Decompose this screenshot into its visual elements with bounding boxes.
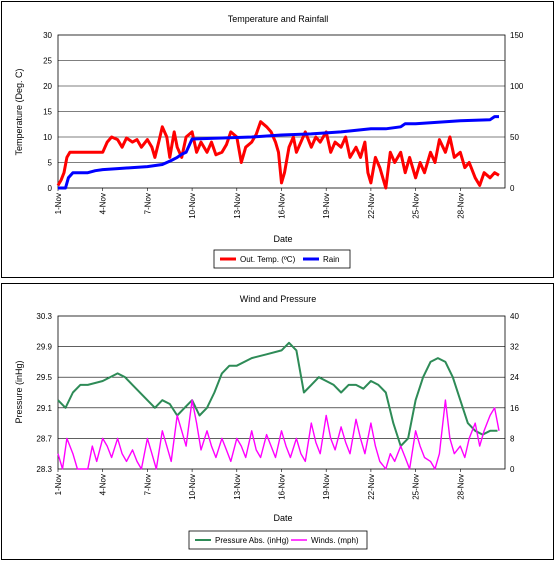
legend: Pressure Abs. (inHg) Winds. (mph) xyxy=(188,530,368,550)
x-tick-label: 19-Nov xyxy=(322,474,331,500)
x-tick-label: 16-Nov xyxy=(278,193,287,219)
x-tick-label: 19-Nov xyxy=(322,193,331,219)
x-tick-label: 10-Nov xyxy=(188,193,197,219)
y-tick-label: 20 xyxy=(43,82,52,91)
x-tick-label: 28-Nov xyxy=(456,474,465,500)
y2-tick-label: 100 xyxy=(510,82,524,91)
x-tick-label: 13-Nov xyxy=(233,193,242,219)
y2-tick-label: 16 xyxy=(510,404,519,413)
series-lines xyxy=(57,341,500,470)
y-tick-label: 28.7 xyxy=(36,434,52,443)
series-line-0 xyxy=(56,120,500,190)
legend-box xyxy=(188,530,368,550)
x-tick-label: 22-Nov xyxy=(367,193,376,219)
x-tick-label: 16-Nov xyxy=(278,474,287,500)
legend-box xyxy=(213,249,351,269)
y2-tick-label: 50 xyxy=(510,133,519,142)
series-lines xyxy=(56,115,500,190)
x-tick-label: 7-Nov xyxy=(143,193,152,214)
x-tick-label: 10-Nov xyxy=(188,474,197,500)
y-tick-label: 25 xyxy=(43,57,52,66)
y-tick-label: 28.3 xyxy=(36,465,52,474)
x-tick-label: 1-Nov xyxy=(54,474,63,495)
y-axis-label: Pressure (inHg) xyxy=(14,360,24,423)
y2-tick-label: 0 xyxy=(510,184,515,193)
x-tick-label: 22-Nov xyxy=(367,474,376,500)
y-tick-label: 29.5 xyxy=(36,373,52,382)
x-tick-label: 4-Nov xyxy=(99,474,108,495)
series-line-1 xyxy=(57,399,500,470)
y2-tick-label: 8 xyxy=(510,434,515,443)
y2-tick-label: 150 xyxy=(510,31,524,40)
y-tick-label: 30.3 xyxy=(36,312,52,321)
y-tick-label: 10 xyxy=(43,133,52,142)
chart-title: Temperature and Rainfall xyxy=(228,14,329,24)
y2-tick-label: 0 xyxy=(510,465,515,474)
tick-labels: 0 5 10 15 20 25 30 0 50 100 150 1-Nov 4-Nov 7-Nov 10-N… xyxy=(43,31,524,219)
x-tick-label: 28-Nov xyxy=(456,193,465,219)
wind-pressure-panel: Wind and Pressure Pressure (inHg) Date 2… xyxy=(1,283,554,560)
y-axis-label: Temperature (Deg. C) xyxy=(14,68,24,155)
series-line-0 xyxy=(57,341,498,447)
y-tick-label: 29.9 xyxy=(36,343,52,352)
tick-labels: 28.3 28.7 29.1 29.5 29.9 30.3 0 8 16 24 32 40 1-Nov 4… xyxy=(36,312,519,500)
legend-label-wind: Winds. (mph) xyxy=(311,536,359,545)
y-tick-label: 15 xyxy=(43,108,52,117)
legend-label-pressure: Pressure Abs. (inHg) xyxy=(215,536,289,545)
legend-label-rain: Rain xyxy=(323,255,339,264)
y-tick-label: 29.1 xyxy=(36,404,52,413)
x-tick-label: 13-Nov xyxy=(233,474,242,500)
x-tick-label: 1-Nov xyxy=(54,193,63,214)
y2-tick-label: 40 xyxy=(510,312,519,321)
legend: Out. Temp. (ºC) Rain xyxy=(213,249,351,269)
x-tick-label: 4-Nov xyxy=(99,193,108,214)
x-tick-label: 25-Nov xyxy=(412,193,421,219)
x-tick-label: 7-Nov xyxy=(143,474,152,495)
legend-label-temperature: Out. Temp. (ºC) xyxy=(240,255,296,264)
panel-frame xyxy=(1,1,554,278)
y-tick-label: 30 xyxy=(43,31,52,40)
temperature-rainfall-panel: Temperature and Rainfall Temperature (De… xyxy=(1,1,554,278)
x-axis-label: Date xyxy=(273,513,292,523)
y-tick-label: 0 xyxy=(48,184,53,193)
x-tick-label: 25-Nov xyxy=(412,474,421,500)
chart-title: Wind and Pressure xyxy=(240,294,317,304)
y2-tick-label: 32 xyxy=(510,343,519,352)
y-tick-label: 5 xyxy=(48,159,53,168)
panel-frame xyxy=(1,283,554,560)
y2-tick-label: 24 xyxy=(510,373,519,382)
series-line-1 xyxy=(58,115,499,190)
x-axis-label: Date xyxy=(273,234,292,244)
